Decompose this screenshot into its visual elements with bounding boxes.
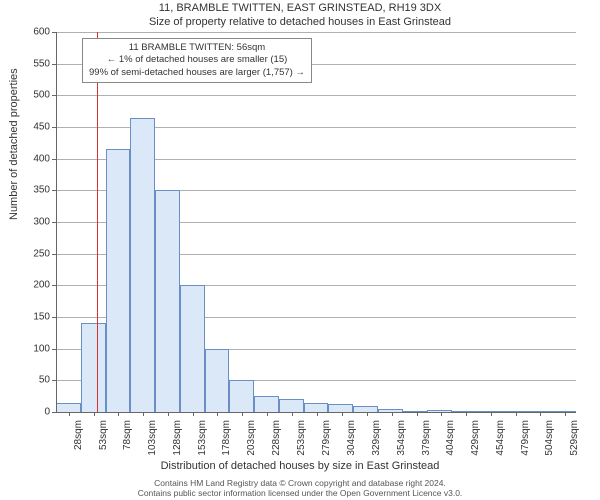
histogram-bar — [106, 149, 131, 412]
x-tick-label: 279sqm — [321, 420, 332, 464]
reference-line — [97, 32, 99, 412]
x-tick — [417, 412, 418, 416]
x-tick-label: 454sqm — [495, 420, 506, 464]
chart-title: 11, BRAMBLE TWITTEN, EAST GRINSTEAD, RH1… — [0, 2, 600, 14]
x-tick-label: 354sqm — [396, 420, 407, 464]
chart-subtitle: Size of property relative to detached ho… — [0, 16, 600, 28]
x-tick-label: 103sqm — [147, 420, 158, 464]
footer-line1: Contains HM Land Registry data © Crown c… — [0, 478, 600, 488]
histogram-bar — [81, 323, 106, 412]
y-tick-label: 150 — [20, 312, 50, 323]
gridline — [56, 32, 576, 33]
info-box-line: ← 1% of detached houses are smaller (15) — [89, 54, 305, 66]
y-tick-label: 600 — [20, 27, 50, 38]
plot-area: 05010015020025030035040045050055060028sq… — [56, 32, 576, 412]
y-tick-label: 0 — [20, 407, 50, 418]
y-tick-label: 50 — [20, 375, 50, 386]
x-tick — [441, 412, 442, 416]
x-tick-label: 78sqm — [122, 420, 133, 464]
x-tick — [118, 412, 119, 416]
histogram-bar — [130, 118, 155, 413]
x-tick — [267, 412, 268, 416]
x-tick — [292, 412, 293, 416]
x-tick-label: 153sqm — [197, 420, 208, 464]
info-box-line: 11 BRAMBLE TWITTEN: 56sqm — [89, 42, 305, 54]
x-tick-label: 304sqm — [346, 420, 357, 464]
histogram-bar — [229, 380, 254, 412]
x-tick — [94, 412, 95, 416]
y-tick-label: 450 — [20, 122, 50, 133]
x-tick — [217, 412, 218, 416]
y-tick-label: 100 — [20, 343, 50, 354]
histogram-bar — [56, 403, 81, 413]
histogram-bar — [180, 285, 205, 412]
x-tick — [69, 412, 70, 416]
y-tick-label: 400 — [20, 153, 50, 164]
x-tick-label: 429sqm — [470, 420, 481, 464]
x-tick-label: 178sqm — [221, 420, 232, 464]
x-tick-label: 404sqm — [445, 420, 456, 464]
y-tick-label: 250 — [20, 248, 50, 259]
x-tick-label: 504sqm — [544, 420, 555, 464]
histogram-bar — [279, 399, 304, 412]
footer-line2: Contains public sector information licen… — [0, 488, 600, 498]
chart-container: 05010015020025030035040045050055060028sq… — [56, 32, 576, 412]
x-tick-label: 379sqm — [421, 420, 432, 464]
y-tick-label: 550 — [20, 58, 50, 69]
histogram-bar — [254, 396, 279, 412]
y-tick-label: 350 — [20, 185, 50, 196]
info-box: 11 BRAMBLE TWITTEN: 56sqm← 1% of detache… — [82, 38, 312, 83]
x-tick-label: 228sqm — [271, 420, 282, 464]
x-tick — [143, 412, 144, 416]
x-tick — [491, 412, 492, 416]
x-tick — [516, 412, 517, 416]
y-tick-label: 200 — [20, 280, 50, 291]
x-tick-label: 329sqm — [371, 420, 382, 464]
histogram-bar — [155, 190, 180, 412]
x-tick — [342, 412, 343, 416]
y-tick-label: 300 — [20, 217, 50, 228]
x-tick — [565, 412, 566, 416]
info-box-line: 99% of semi-detached houses are larger (… — [89, 67, 305, 79]
footer-attribution: Contains HM Land Registry data © Crown c… — [0, 478, 600, 498]
x-tick — [168, 412, 169, 416]
y-tick-label: 500 — [20, 90, 50, 101]
x-tick-label: 53sqm — [98, 420, 109, 464]
x-tick — [367, 412, 368, 416]
x-tick-label: 253sqm — [296, 420, 307, 464]
histogram-bar — [328, 404, 353, 412]
x-tick — [466, 412, 467, 416]
y-axis-line — [56, 32, 57, 412]
x-tick — [193, 412, 194, 416]
x-tick — [540, 412, 541, 416]
x-tick — [392, 412, 393, 416]
x-tick-label: 28sqm — [73, 420, 84, 464]
x-tick-label: 479sqm — [520, 420, 531, 464]
x-axis-line — [56, 412, 576, 413]
y-axis-label: Number of detached properties — [8, 68, 20, 220]
x-tick-label: 529sqm — [569, 420, 580, 464]
histogram-bar — [205, 349, 230, 412]
x-tick-label: 128sqm — [172, 420, 183, 464]
histogram-bar — [304, 403, 329, 413]
x-tick — [317, 412, 318, 416]
x-tick-label: 203sqm — [246, 420, 257, 464]
x-tick — [242, 412, 243, 416]
gridline — [56, 95, 576, 96]
